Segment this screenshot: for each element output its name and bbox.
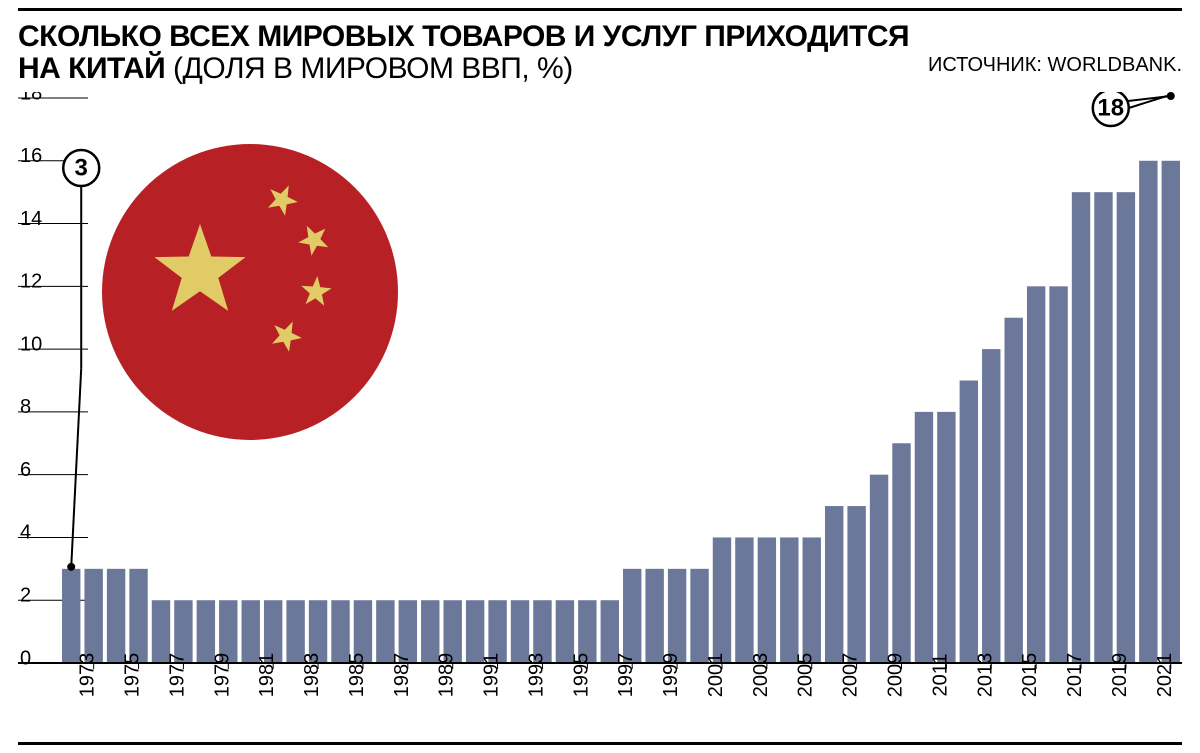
xtick-label: 2001	[705, 653, 727, 698]
xtick-label: 1991	[481, 653, 503, 698]
xtick-label: 1979	[211, 653, 233, 698]
xtick-label: 2005	[795, 653, 817, 698]
xtick-label: 2007	[840, 653, 862, 698]
xtick-label: 2017	[1064, 653, 1086, 698]
chart-svg: 0 2 4 6 8 10 12 14 16 18 1973 1975 1977 1979 1981 1983 1…	[18, 92, 1182, 733]
ytick-label: 8	[20, 396, 31, 418]
bar	[1072, 192, 1090, 663]
ytick-label: 2	[20, 585, 31, 607]
bar	[937, 412, 955, 663]
source-label: ИСТОЧНИК: WORLDBANK.	[928, 54, 1182, 77]
bar	[870, 475, 888, 663]
callout-label: 18	[1097, 95, 1124, 122]
bar	[803, 537, 821, 663]
bar	[735, 537, 753, 663]
bar	[1004, 318, 1022, 663]
title-line2-light: (ДОЛЯ В МИРОВОМ ВВП, %)	[165, 52, 573, 85]
bar	[1139, 161, 1157, 663]
xtick-label: 2011	[929, 653, 951, 696]
title-line1: СКОЛЬКО ВСЕХ МИРОВЫХ ТОВАРОВ И УСЛУГ ПРИ…	[18, 20, 909, 53]
chart-title: СКОЛЬКО ВСЕХ МИРОВЫХ ТОВАРОВ И УСЛУГ ПРИ…	[18, 11, 1182, 90]
bar	[915, 412, 933, 663]
callout-label: 3	[75, 155, 88, 182]
bar	[668, 569, 686, 663]
bar	[847, 506, 865, 663]
bar	[960, 381, 978, 664]
bar	[825, 506, 843, 663]
ytick-label: 10	[20, 333, 42, 355]
bar	[1094, 192, 1112, 663]
bar	[713, 537, 731, 663]
xtick-label: 1987	[391, 653, 413, 698]
bar	[892, 443, 910, 663]
bar	[982, 349, 1000, 663]
ytick-label: 0	[20, 647, 31, 669]
xtick-label: 2015	[1019, 653, 1041, 698]
xtick-label: 1985	[346, 653, 368, 698]
xtick-label: 2009	[885, 653, 907, 698]
xtick-label: 1981	[256, 653, 278, 698]
bar	[1049, 286, 1067, 663]
bottom-rule	[18, 742, 1182, 745]
chart: 0 2 4 6 8 10 12 14 16 18 1973 1975 1977 1979 1981 1983 1…	[18, 92, 1182, 733]
xtick-label: 1997	[615, 653, 637, 698]
xtick-label: 1995	[570, 653, 592, 698]
bar	[84, 569, 102, 663]
xtick-label: 1999	[660, 653, 682, 698]
bar	[1117, 192, 1135, 663]
xtick-label: 1975	[122, 653, 144, 698]
xtick-label: 2019	[1109, 653, 1131, 698]
bar	[1027, 286, 1045, 663]
bar	[1162, 161, 1180, 663]
ytick-label: 18	[20, 92, 42, 104]
bar	[623, 569, 641, 663]
bar	[645, 569, 663, 663]
bar	[129, 569, 147, 663]
xtick-label: 1977	[166, 653, 188, 698]
callout: 3	[63, 150, 99, 571]
xtick-label: 1983	[301, 653, 323, 698]
bar	[780, 537, 798, 663]
ytick-label: 4	[20, 522, 31, 544]
title-line2-bold: НА КИТАЙ	[18, 52, 165, 85]
ytick-label: 16	[20, 145, 42, 167]
xtick-label: 2013	[974, 653, 996, 698]
bar	[62, 569, 80, 663]
xtick-label: 1989	[436, 653, 458, 698]
xtick-label: 2021	[1154, 653, 1176, 698]
bar	[758, 537, 776, 663]
bar	[107, 569, 125, 663]
china-flag-icon	[102, 144, 398, 440]
ytick-label: 6	[20, 459, 31, 481]
xtick-label: 1993	[525, 653, 547, 698]
ytick-label: 12	[20, 271, 42, 293]
xtick-label: 1973	[77, 653, 99, 698]
xtick-label: 2003	[750, 653, 772, 698]
ytick-label: 14	[20, 208, 42, 230]
bar	[690, 569, 708, 663]
